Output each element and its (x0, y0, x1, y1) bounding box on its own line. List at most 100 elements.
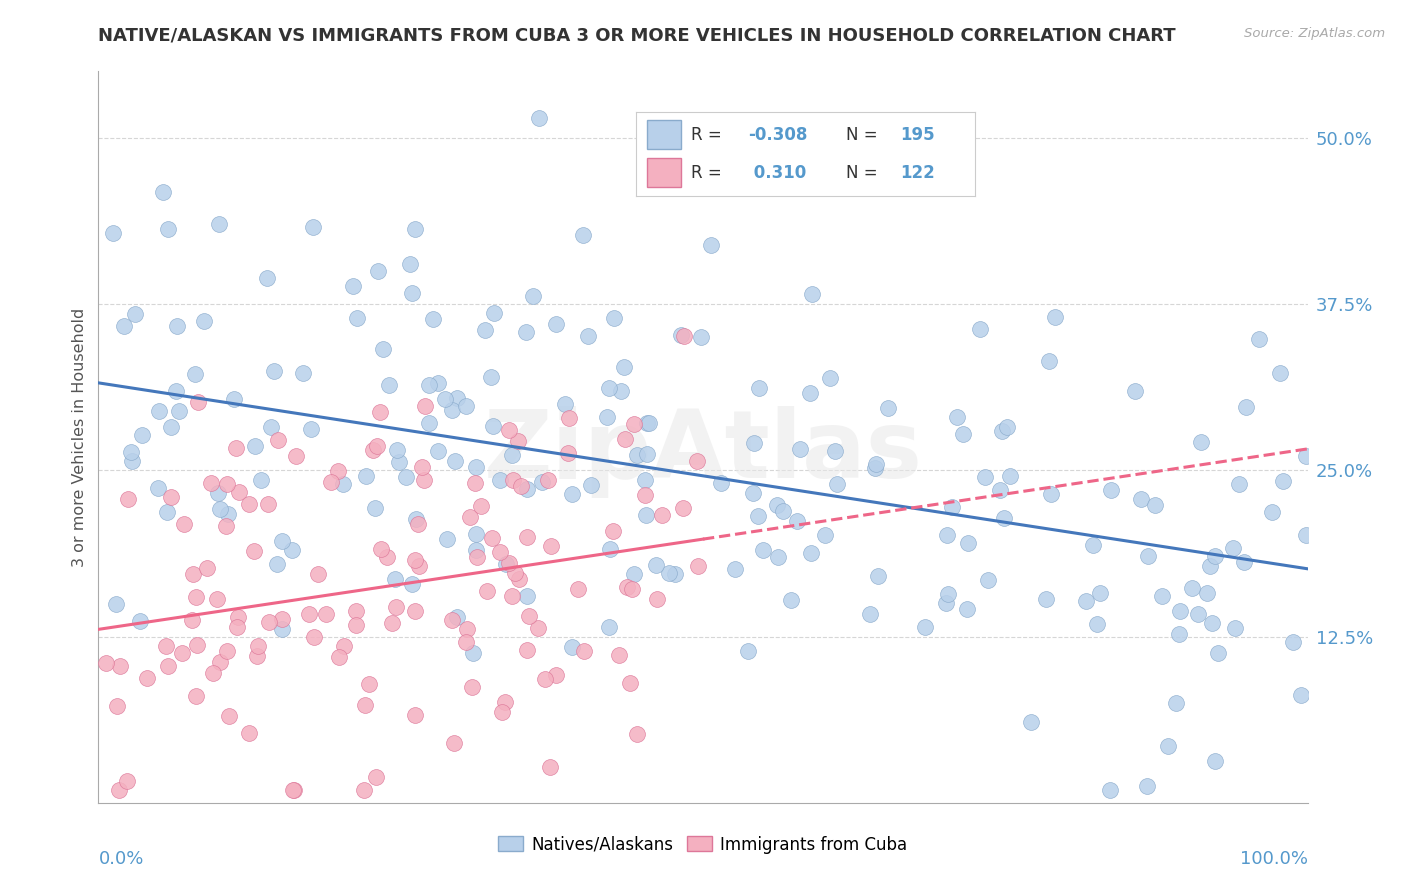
Point (742, 436, 765, 450)
Point (537, 473, 560, 487)
Point (117, 491, 139, 506)
Point (263, 364, 285, 378)
Point (1019, 714, 1042, 729)
Point (799, 386, 821, 401)
Point (354, 698, 377, 712)
Point (936, 528, 959, 542)
Point (603, 310, 626, 325)
Point (105, 699, 128, 714)
Point (224, 392, 246, 407)
Point (609, 384, 631, 398)
Point (215, 476, 238, 491)
Point (159, 419, 181, 434)
Point (672, 500, 695, 515)
Point (531, 475, 554, 490)
Point (527, 621, 550, 635)
Point (284, 449, 307, 463)
Point (1234, 400, 1257, 414)
Point (1295, 528, 1317, 542)
Point (1168, 627, 1191, 641)
Point (941, 500, 963, 514)
Text: 100.0%: 100.0% (1240, 850, 1308, 868)
Point (226, 610, 249, 624)
Point (404, 604, 426, 618)
Point (780, 593, 803, 607)
Point (131, 428, 153, 442)
Point (281, 542, 304, 557)
Point (974, 470, 997, 484)
Point (458, 510, 481, 524)
Point (636, 416, 658, 430)
Point (557, 445, 579, 459)
Point (602, 524, 624, 538)
Point (108, 782, 131, 797)
Point (579, 477, 602, 491)
Point (427, 376, 450, 391)
Point (283, 782, 305, 797)
Point (387, 442, 409, 457)
Point (1136, 779, 1159, 793)
Point (170, 646, 193, 660)
Point (1197, 586, 1219, 600)
Point (441, 613, 464, 627)
Point (446, 391, 468, 405)
Point (110, 659, 132, 673)
Point (361, 442, 384, 457)
Point (1136, 549, 1159, 563)
Y-axis label: 3 or more Vehicles in Household: 3 or more Vehicles in Household (72, 308, 87, 566)
Point (491, 705, 513, 719)
Point (315, 607, 337, 622)
Point (1168, 604, 1191, 618)
Point (250, 473, 273, 487)
Point (243, 439, 266, 453)
Point (865, 457, 887, 471)
Point (619, 676, 641, 690)
Point (205, 592, 228, 607)
Point (723, 562, 745, 576)
Point (299, 422, 322, 436)
Point (567, 582, 589, 596)
Point (576, 328, 599, 343)
Point (664, 566, 686, 581)
Point (516, 482, 538, 496)
Point (1038, 353, 1060, 368)
Point (461, 680, 484, 694)
Point (607, 648, 630, 662)
Point (672, 329, 695, 343)
Point (465, 526, 488, 541)
Point (319, 475, 342, 489)
Point (434, 392, 457, 406)
Point (124, 307, 146, 321)
Point (1189, 435, 1212, 450)
Point (1272, 474, 1295, 488)
Point (488, 473, 510, 487)
Point (474, 323, 496, 337)
Point (256, 270, 278, 285)
Point (181, 566, 204, 581)
Point (208, 217, 231, 231)
Point (446, 609, 468, 624)
Point (215, 518, 238, 533)
Point (271, 622, 294, 636)
Point (332, 476, 354, 491)
Point (752, 543, 775, 558)
Point (700, 237, 723, 252)
Point (1150, 589, 1173, 603)
Point (298, 607, 321, 622)
Point (399, 257, 422, 271)
Point (302, 630, 325, 644)
Point (217, 508, 239, 522)
Point (104, 597, 127, 611)
Point (800, 546, 823, 560)
Point (136, 671, 159, 685)
Point (112, 318, 135, 333)
Point (527, 112, 550, 126)
Point (208, 501, 231, 516)
Point (495, 557, 517, 571)
Point (193, 314, 215, 328)
Point (914, 620, 936, 634)
Point (201, 665, 224, 680)
Point (634, 488, 657, 502)
Point (786, 514, 808, 528)
Point (501, 589, 523, 603)
